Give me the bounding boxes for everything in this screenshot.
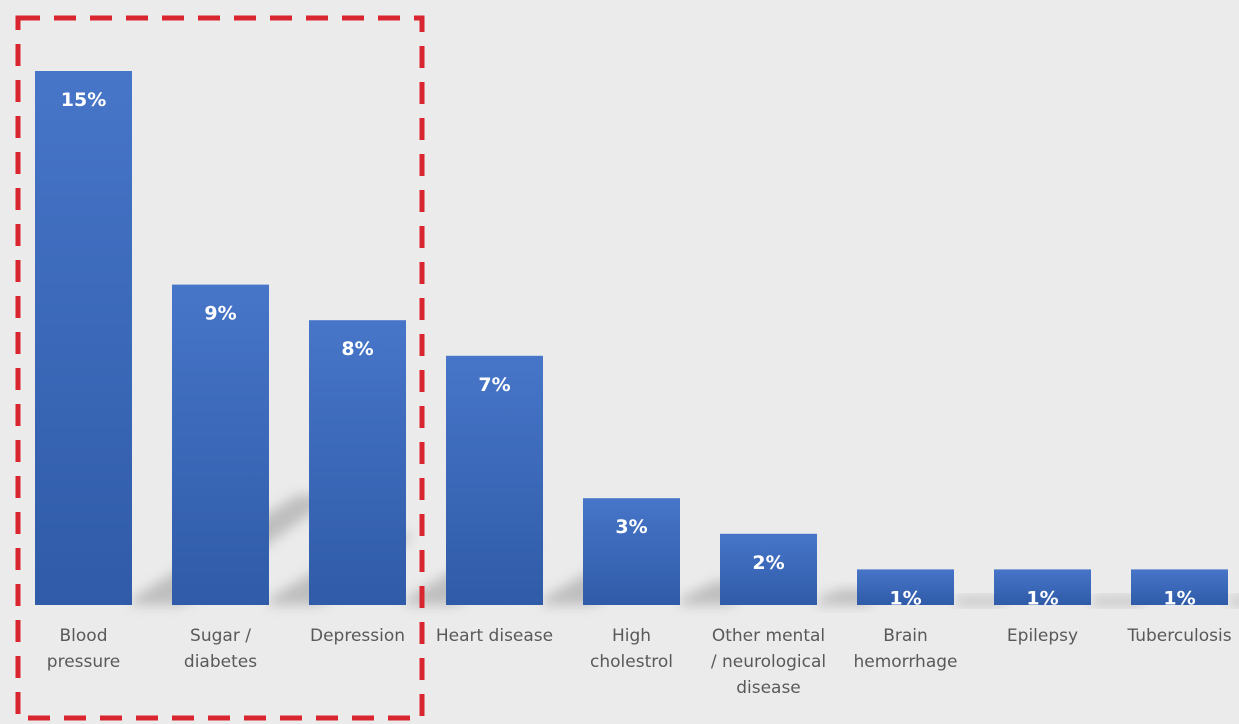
category-label: Other mental: [712, 626, 825, 646]
data-label: 3%: [615, 516, 647, 538]
bar: [35, 71, 132, 605]
category-label: / neurological: [711, 652, 826, 672]
bar: [309, 320, 406, 605]
category-label: hemorrhage: [853, 652, 957, 672]
bar-shadow: [954, 597, 1006, 605]
data-label: 1%: [1026, 587, 1058, 609]
data-label: 1%: [1163, 587, 1195, 609]
bar: [446, 355, 543, 605]
category-label: cholestrol: [590, 652, 673, 672]
data-label: 8%: [341, 338, 373, 360]
highlight-box: [15, 15, 425, 721]
category-label: disease: [736, 678, 801, 698]
bar: [994, 569, 1091, 605]
category-label: Heart disease: [436, 626, 553, 646]
category-label: High: [612, 626, 651, 646]
category-label: Epilepsy: [1007, 626, 1078, 646]
data-label: 7%: [478, 374, 510, 396]
bar: [720, 533, 817, 605]
bar: [172, 284, 269, 605]
category-label: Tuberculosis: [1126, 626, 1231, 646]
category-label: Sugar /: [190, 626, 251, 646]
bar: [583, 498, 680, 605]
bar-shadow: [1091, 597, 1143, 605]
bar: [1131, 569, 1228, 605]
data-label: 1%: [889, 587, 921, 609]
category-label: diabetes: [184, 652, 257, 672]
category-label: pressure: [47, 652, 120, 672]
category-labels: Blood pressure Sugar / diabetes Depression He…: [47, 626, 1232, 698]
category-label: Depression: [310, 626, 405, 646]
bars: [35, 71, 1228, 605]
data-labels: 15% 9% 8% 7% 3% 2% 1% 1% 1%: [61, 89, 1196, 609]
bar: [857, 569, 954, 605]
bar-shadow: [1228, 597, 1239, 605]
data-label: 9%: [204, 303, 236, 325]
category-label: Brain: [883, 626, 928, 646]
category-label: Blood: [60, 626, 108, 646]
data-label: 15%: [61, 89, 106, 111]
data-label: 2%: [752, 552, 784, 574]
